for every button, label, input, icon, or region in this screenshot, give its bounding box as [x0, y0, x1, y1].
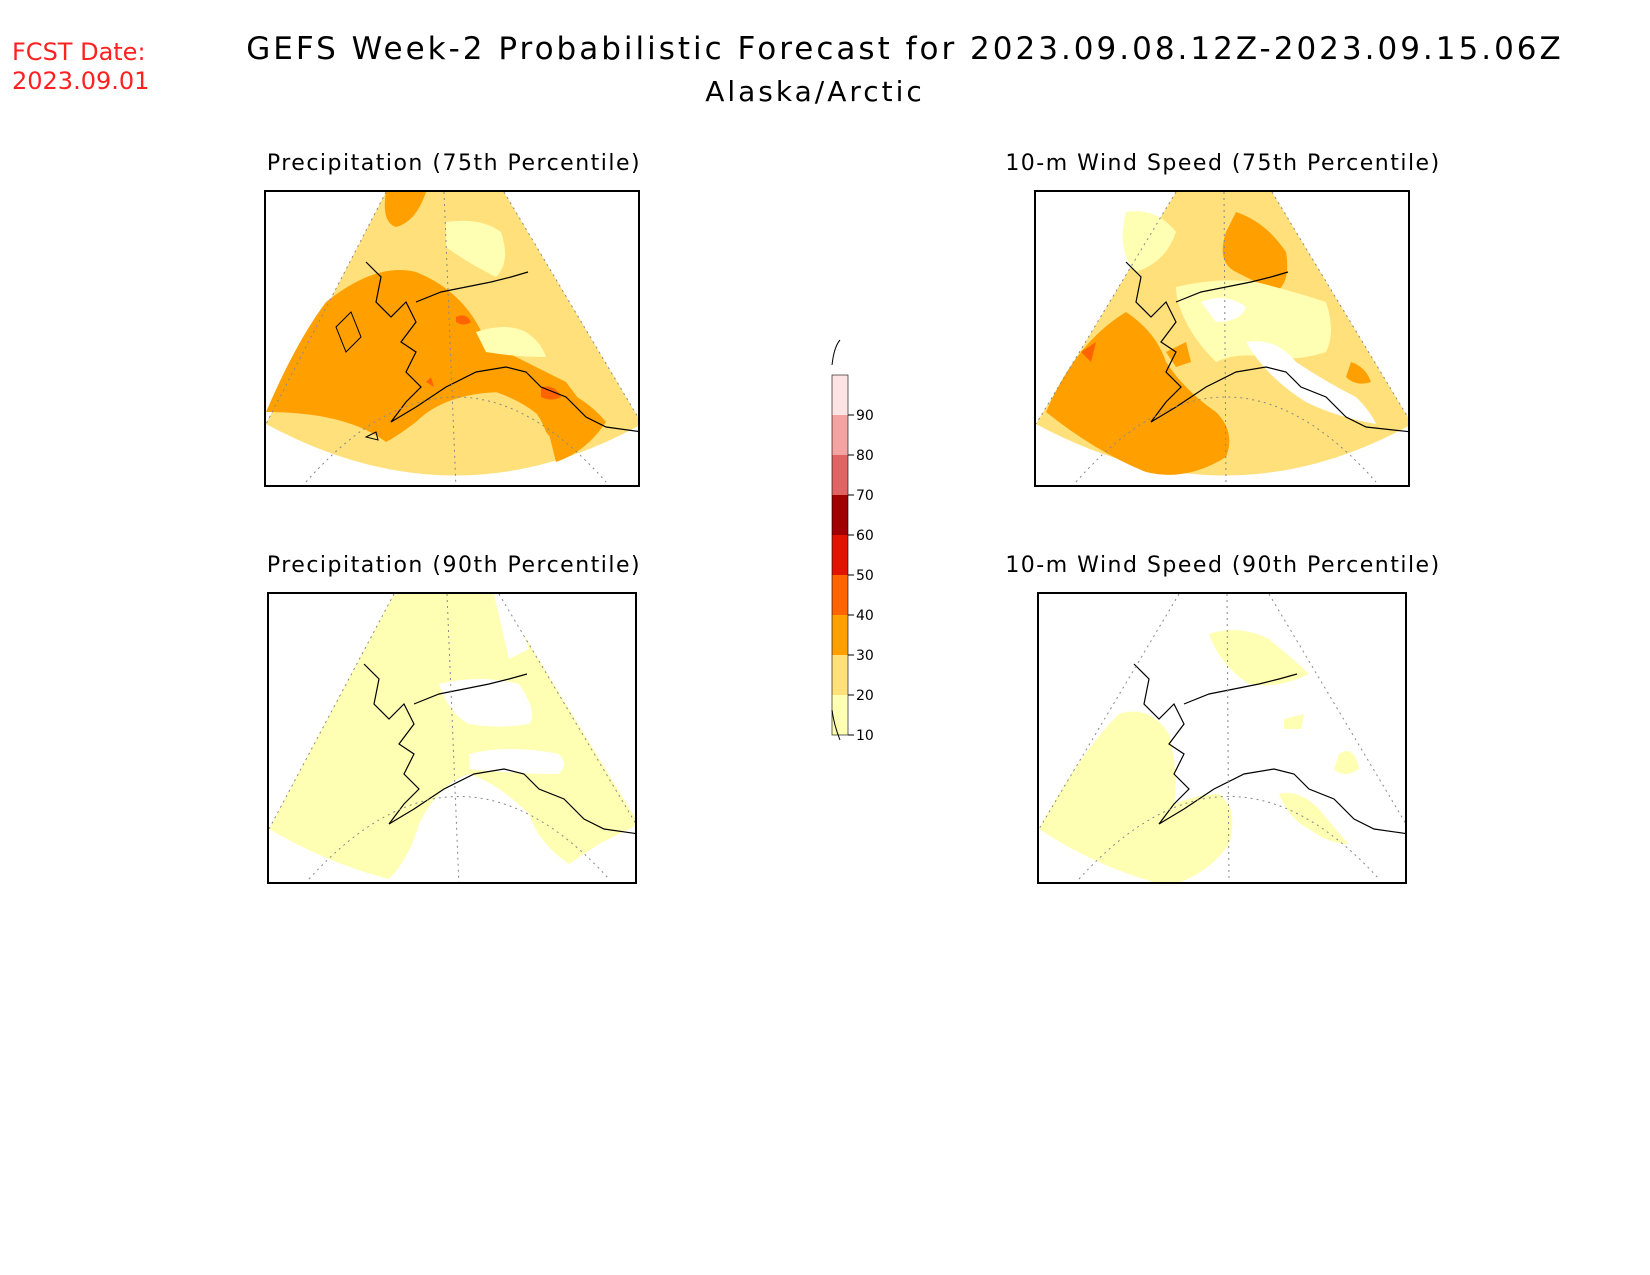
category-30-40-area	[456, 366, 606, 462]
coastline	[1133, 663, 1405, 835]
colorbar-label: 90	[856, 408, 874, 424]
map-panel-wind90	[1037, 592, 1407, 884]
colorbar-band-90-100	[832, 375, 848, 415]
category-10-20-area	[1209, 630, 1309, 686]
panel-title-precip75: Precipitation (75th Percentile)	[266, 151, 642, 176]
category-0-10-area	[469, 749, 564, 774]
category-10-20-area	[1122, 211, 1176, 272]
colorbar-band-80-90	[832, 415, 848, 455]
coastline	[364, 431, 379, 441]
category-30-40-area	[384, 192, 426, 227]
category-10-20-area	[446, 220, 505, 277]
colorbar-top-tip	[831, 339, 841, 366]
coastline	[335, 311, 362, 353]
forecast-date-value: 2023.09.01	[12, 67, 150, 95]
colorbar-label: 50	[856, 568, 874, 584]
category-0-10-area	[439, 679, 533, 727]
coastline	[1183, 673, 1298, 705]
colorbar-label: 10	[856, 728, 874, 744]
colorbar-label: 80	[856, 448, 874, 464]
category-10-20-area	[1039, 711, 1233, 882]
category-10-20-area	[1279, 793, 1349, 844]
colorbar-label: 70	[856, 488, 874, 504]
category-30-40-area	[1346, 362, 1371, 384]
coastline	[1175, 271, 1289, 303]
graticule	[269, 594, 635, 882]
category-0-10-area	[494, 594, 529, 659]
map-panel-wind75	[1034, 190, 1410, 487]
category-30-40-area	[1222, 212, 1288, 292]
colorbar-band-30-40	[832, 615, 848, 655]
category-10-20-area	[269, 594, 635, 879]
coastline	[413, 673, 528, 705]
category-40-50-area	[456, 315, 471, 325]
category-0-10-area	[1246, 341, 1376, 424]
page-subtitle: Alaska/Arctic	[705, 75, 925, 108]
category-10-20-area	[1284, 714, 1304, 729]
colorbar-band-20-30	[832, 655, 848, 695]
colorbar-label: 60	[856, 528, 874, 544]
colorbar-band-70-80	[832, 455, 848, 495]
map-panel-precip75	[264, 190, 640, 487]
colorbar-band-40-50	[832, 575, 848, 615]
coastline	[1125, 261, 1408, 433]
map-precip90	[269, 594, 635, 882]
map-panel-precip90	[267, 592, 637, 884]
category-0-10-area	[1201, 298, 1246, 322]
coastline	[363, 663, 635, 835]
category-40-50-area	[541, 386, 561, 400]
forecast-date: FCST Date: 2023.09.01	[12, 38, 149, 96]
category-30-40-area	[266, 270, 596, 457]
colorbar-band-10-20	[832, 695, 848, 735]
category-40-50-area	[426, 377, 434, 387]
map-wind90	[1039, 594, 1405, 882]
colorbar-frame	[831, 374, 849, 736]
panel-title-wind90: 10-m Wind Speed (90th Percentile)	[1005, 553, 1441, 578]
colorbar-band-60-70	[832, 495, 848, 535]
colorbar-label: 40	[856, 608, 874, 624]
coastline	[365, 261, 638, 433]
forecast-date-label: FCST Date:	[12, 38, 146, 66]
category-40-50-area	[1081, 342, 1096, 362]
category-10-20-area	[1334, 751, 1359, 774]
coastline	[415, 271, 529, 303]
panel-title-wind75: 10-m Wind Speed (75th Percentile)	[1005, 151, 1441, 176]
colorbar-bottom-tip	[831, 709, 841, 741]
category-10-20-area	[476, 327, 546, 357]
category-0-10-area	[415, 801, 544, 882]
colorbar: 90 80 70 60 50 40 30 20 10	[831, 339, 874, 744]
page-title: GEFS Week-2 Probabilistic Forecast for 2…	[246, 31, 1564, 67]
colorbar-label: 20	[856, 688, 874, 704]
map-wind75	[1036, 192, 1408, 485]
colorbar-label: 30	[856, 648, 874, 664]
map-precip75	[266, 192, 638, 485]
colorbar-band-50-60	[832, 535, 848, 575]
panel-title-precip90: Precipitation (90th Percentile)	[266, 553, 642, 578]
